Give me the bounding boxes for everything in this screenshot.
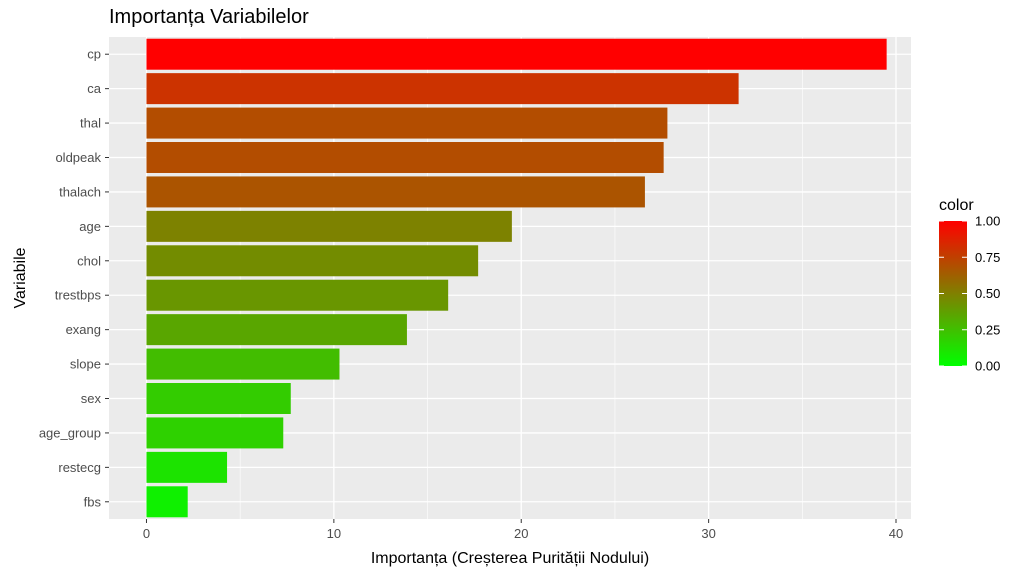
x-tick-label: 30 — [701, 526, 715, 541]
legend-tick-label: 0.25 — [975, 322, 1000, 337]
bar-trestbps — [146, 279, 449, 311]
bar-cp — [146, 38, 887, 70]
x-tick-label: 0 — [143, 526, 150, 541]
bar-slope — [146, 348, 340, 380]
y-tick-label: restecg — [58, 460, 101, 475]
bar-thal — [146, 107, 668, 139]
y-tick-label: ca — [87, 81, 102, 96]
bar-thalach — [146, 176, 645, 208]
legend-title: color — [939, 197, 974, 214]
x-axis-title: Importanța (Creșterea Purității Nodului) — [371, 550, 649, 567]
y-tick-label: exang — [66, 322, 101, 337]
bar-age_group — [146, 417, 284, 449]
bar-restecg — [146, 451, 228, 483]
legend-tick-label: 0.50 — [975, 286, 1000, 301]
chart-title: Importanța Variabilelor — [109, 6, 309, 28]
bar-exang — [146, 314, 407, 346]
x-tick-label: 40 — [889, 526, 903, 541]
bar-oldpeak — [146, 142, 664, 173]
y-tick-label: thalach — [59, 184, 101, 199]
y-tick-label: trestbps — [55, 288, 102, 303]
y-tick-label: thal — [80, 116, 101, 131]
bar-age — [146, 210, 512, 242]
x-tick-label: 20 — [514, 526, 528, 541]
y-tick-label: fbs — [84, 494, 102, 509]
y-tick-label: oldpeak — [55, 150, 101, 165]
legend-tick-label: 1.00 — [975, 214, 1000, 229]
legend-tick-label: 0.00 — [975, 359, 1000, 374]
y-tick-label: age — [79, 219, 101, 234]
bar-fbs — [146, 486, 188, 518]
bar-sex — [146, 383, 291, 414]
x-tick-label: 10 — [327, 526, 341, 541]
y-tick-label: slope — [70, 357, 101, 372]
bar-chol — [146, 245, 479, 277]
bar-ca — [146, 73, 739, 105]
y-tick-label: chol — [77, 253, 101, 268]
y-tick-label: cp — [87, 47, 101, 62]
y-tick-label: sex — [81, 391, 102, 406]
y-tick-label: age_group — [39, 425, 101, 440]
y-axis-title: Variabile — [12, 247, 29, 308]
legend-tick-label: 0.75 — [975, 250, 1000, 265]
